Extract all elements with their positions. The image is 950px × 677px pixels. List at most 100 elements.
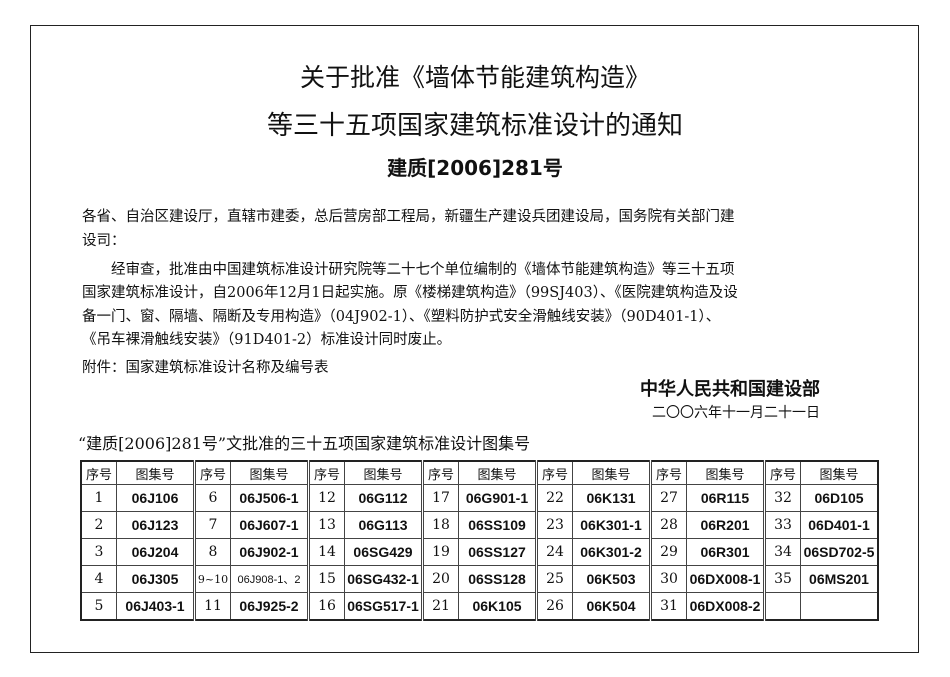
cell-code: 06K131 (572, 484, 651, 512)
cell-code: 06DX008-2 (686, 592, 765, 621)
header-code: 图集号 (686, 460, 765, 485)
cell-code: 06R301 (686, 538, 765, 566)
cell-no: 9~10 (193, 565, 231, 593)
cell-no: 32 (763, 484, 801, 512)
cell-no: 6 (193, 484, 231, 512)
cell-no: 19 (421, 538, 459, 566)
paragraph-line: 《吊车裸滑触线安装》（91D401-2）标准设计同时废止。 (82, 332, 452, 348)
cell-code: 06J106 (116, 484, 195, 512)
header-no: 序号 (763, 460, 801, 485)
cell-code: 06R115 (686, 484, 765, 512)
cell-no (763, 592, 801, 621)
cell-code: 06K301-1 (572, 511, 651, 539)
table-header: 序号 图集号 序号 图集号 序号 图集号 序号 图集号 序号 图集号 序号 图集号 序号 图集号 (80, 460, 879, 485)
cell-no: 24 (535, 538, 573, 566)
cell-code: 06G901-1 (458, 484, 537, 512)
cell-code: 06J902-1 (230, 538, 309, 566)
header-no: 序号 (649, 460, 687, 485)
cell-code: 06D105 (800, 484, 879, 512)
cell-no: 2 (80, 511, 117, 539)
table-row: 4 06J305 9~10 06J908-1、2 15 06SG432-1 20 06SS12… (80, 565, 879, 593)
cell-no: 34 (763, 538, 801, 566)
header-code: 图集号 (116, 460, 195, 485)
cell-code: 06K105 (458, 592, 537, 621)
cell-no: 3 (80, 538, 117, 566)
cell-code: 06K301-2 (572, 538, 651, 566)
cell-code: 06K504 (572, 592, 651, 621)
cell-no: 13 (307, 511, 345, 539)
cell-no: 28 (649, 511, 687, 539)
cell-no: 15 (307, 565, 345, 593)
cell-code: 06SS128 (458, 565, 537, 593)
cell-no: 8 (193, 538, 231, 566)
paragraph-line: 附件：国家建筑标准设计名称及编号表 (82, 360, 329, 376)
cell-no: 7 (193, 511, 231, 539)
standards-table: 序号 图集号 序号 图集号 序号 图集号 序号 图集号 序号 图集号 序号 图集号 序号 图集号 1 06J1… (80, 460, 879, 621)
cell-code: 06SG429 (344, 538, 423, 566)
cell-code: 06J925-2 (230, 592, 309, 621)
cell-code: 06J204 (116, 538, 195, 566)
cell-no: 35 (763, 565, 801, 593)
table-caption: “建质[2006]281号”文批准的三十五项国家建筑标准设计图集号 (78, 434, 531, 453)
cell-no: 25 (535, 565, 573, 593)
cell-code (800, 592, 879, 621)
cell-no: 17 (421, 484, 459, 512)
title-line-1: 关于批准《墙体节能建筑构造》 (299, 63, 650, 92)
issuer: 中华人民共和国建设部 (640, 379, 820, 400)
cell-code: 06K503 (572, 565, 651, 593)
cell-no: 27 (649, 484, 687, 512)
paragraph-line: 国家建筑标准设计，自2006年12月1日起实施。原《楼梯建筑构造》（99SJ40… (82, 285, 738, 301)
cell-code: 06R201 (686, 511, 765, 539)
paragraph-line: 经审查，批准由中国建筑标准设计研究院等二十七个单位编制的《墙体节能建筑构造》等三… (82, 262, 735, 278)
cell-code: 06MS201 (800, 565, 879, 593)
table-row: 5 06J403-1 11 06J925-2 16 06SG517-1 21 06K105 26… (80, 592, 879, 621)
cell-no: 18 (421, 511, 459, 539)
cell-no: 30 (649, 565, 687, 593)
cell-no: 26 (535, 592, 573, 621)
header-code: 图集号 (458, 460, 537, 485)
table-row: 3 06J204 8 06J902-1 14 06SG429 19 06SS127 24 06K3… (80, 538, 879, 566)
doc-number: 建质[2006]281号 (387, 156, 563, 180)
cell-code: 06J607-1 (230, 511, 309, 539)
title-line-2: 等三十五项国家建筑标准设计的通知 (266, 111, 683, 141)
cell-no: 31 (649, 592, 687, 621)
cell-no: 12 (307, 484, 345, 512)
header-no: 序号 (535, 460, 573, 485)
table-row: 2 06J123 7 06J607-1 13 06G113 18 06SS109 23 06K30… (80, 511, 879, 539)
page-frame (30, 25, 919, 653)
cell-code: 06SS109 (458, 511, 537, 539)
cell-no: 16 (307, 592, 345, 621)
cell-code: 06J123 (116, 511, 195, 539)
cell-no: 21 (421, 592, 459, 621)
cell-no: 14 (307, 538, 345, 566)
cell-code: 06DX008-1 (686, 565, 765, 593)
header-no: 序号 (193, 460, 231, 485)
cell-code: 06G113 (344, 511, 423, 539)
cell-code: 06J908-1、2 (230, 565, 309, 593)
header-no: 序号 (421, 460, 459, 485)
cell-no: 5 (80, 592, 117, 621)
paragraph-line: 备一门、窗、隔墙、隔断及专用构造》（04J902-1）、《塑料防护式安全滑触线安… (82, 309, 721, 325)
paragraph-line: 设司： (82, 233, 126, 249)
header-code: 图集号 (230, 460, 309, 485)
header-no: 序号 (307, 460, 345, 485)
cell-code: 06D401-1 (800, 511, 879, 539)
header-code: 图集号 (344, 460, 423, 485)
header-code: 图集号 (572, 460, 651, 485)
paragraph-line: 各省、自治区建设厅，直辖市建委，总后营房部工程局，新疆生产建设兵团建设局，国务院… (82, 209, 735, 225)
cell-no: 29 (649, 538, 687, 566)
cell-code: 06G112 (344, 484, 423, 512)
cell-no: 33 (763, 511, 801, 539)
table-row: 1 06J106 6 06J506-1 12 06G112 17 06G901-1 22 06K1… (80, 484, 879, 512)
header-code: 图集号 (800, 460, 879, 485)
cell-code: 06J506-1 (230, 484, 309, 512)
cell-code: 06J305 (116, 565, 195, 593)
cell-no: 20 (421, 565, 459, 593)
cell-no: 23 (535, 511, 573, 539)
cell-no: 11 (193, 592, 231, 621)
cell-no: 22 (535, 484, 573, 512)
cell-code: 06SD702-5 (800, 538, 879, 566)
header-no: 序号 (80, 460, 117, 485)
cell-code: 06SS127 (458, 538, 537, 566)
cell-code: 06J403-1 (116, 592, 195, 621)
